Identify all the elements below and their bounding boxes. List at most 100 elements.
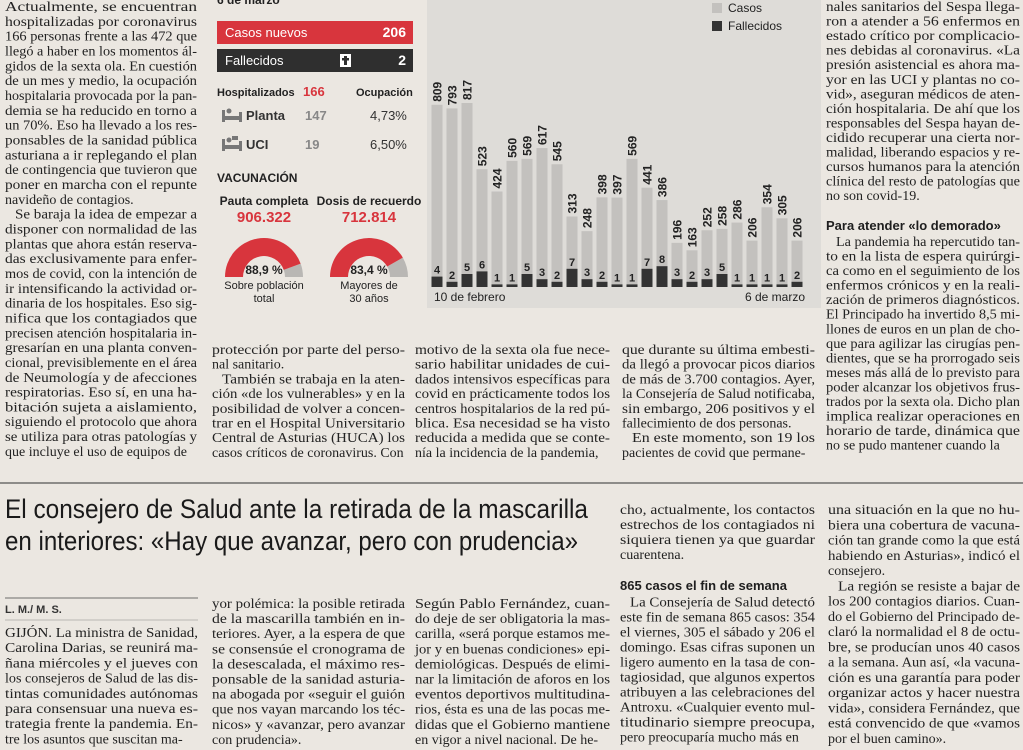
death-label: 4 [434,265,441,277]
case-label: 817 [461,80,475,100]
death-bar [611,284,623,287]
case-label: 441 [641,164,655,184]
case-label: 258 [716,206,730,226]
case-label: 617 [536,125,550,145]
death-label: 2 [449,270,455,282]
text-line: poner en marcha con el repunte [5,178,197,193]
text-line: yor polémica: la posible retirada [212,597,406,612]
text-line: organizar actos y hacer nuestra [828,686,1021,701]
gauge-label: 83,4 % [350,263,388,277]
text-line: no son covid-19. [826,189,920,204]
text-line: malidad, liberando espacios y re- [826,146,1020,161]
legend-swatch [712,21,722,31]
case-bar [521,158,533,287]
case-bar [746,240,758,287]
case-label: 313 [566,193,580,213]
text-line: domingo. Esas cifras suponen un [620,640,815,655]
text-line: hospitalizadas por coronavirus [5,15,197,30]
text-line: Se baraja la idea de empezar a [15,208,198,223]
death-bar [491,284,503,287]
text-line: reducida a medida que se conte- [415,431,610,446]
text-line: La pandemia ha repercutido tan- [836,235,1020,250]
text-line: la Consejería de Salud notificaba, [622,387,815,402]
deaths-box [217,49,413,72]
case-label: 196 [671,220,685,240]
text-line: ción «de los vulnerables» y en la [212,387,406,402]
death-bar [791,281,803,287]
case-bar [431,104,443,287]
text-line: La Consejería de Salud detectó [630,595,815,610]
text-line: fallecimiento de dos personas. [622,417,792,432]
text-line: con prudencia». [212,733,301,748]
text-line: de un mes y medio, la ocupación [5,74,197,89]
gauge-fill [330,237,403,277]
text-line: bitación sujeta a aislamiento, [5,400,197,415]
case-label: 569 [626,136,640,156]
gauge-label: 88,9 % [245,263,283,277]
text-line: nifica que los contagiados que [5,311,197,326]
text-line: GIJÓN. La ministra de Sanidad, [5,624,198,641]
case-label: 206 [791,217,805,237]
subheading: Para atender «lo demorado» [826,218,1001,233]
death-label: 7 [569,257,575,269]
case-bar [536,148,548,287]
death-label: 3 [674,267,680,279]
text-line: tre los asuntos que suscitan ma- [5,732,183,747]
text-line: cional, previsiblemente en el área [5,356,198,371]
text-line: ción hospitalaria. De ahí que los [826,102,1020,117]
text-line: meses más allá de lo previsto para [826,366,1021,381]
death-label: 1 [629,272,635,284]
text-line: presión asistencial es ahora ma- [826,58,1020,73]
text-line: cursos humanos para la atención [826,160,1020,175]
legend-label: Casos [728,1,762,15]
case-label: 163 [686,227,700,247]
gauge-note: Sobre población [224,280,304,292]
death-bar [446,281,458,287]
text-line: gresarían en una planta conven- [5,341,197,356]
ward-count: 147 [305,108,327,123]
cases-label: Casos nuevos [225,25,308,40]
case-label: 569 [521,136,535,156]
case-label: 793 [446,85,460,105]
text-line: ción es una garantía para poder [828,671,1020,686]
death-bar [776,284,788,287]
text-line: una situación en la que no hu- [828,503,1020,518]
hospital-total: 166 [303,84,325,99]
text-line: precisen atención hospitalaria in- [5,326,197,341]
case-bar [611,197,623,287]
text-line: nicos» y «avanzar, pero avanzar [212,718,405,733]
text-line: el viernes, 305 el sábado y 206 el [620,625,815,640]
case-bar [761,207,773,287]
text-line: llegó a haber en los momentos ál- [5,44,197,59]
death-label: 7 [644,257,650,269]
death-label: 1 [764,272,770,284]
text-line: nes debidas al coronavirus. «La [826,44,1021,59]
occupancy-label: Ocupación [356,87,413,99]
text-line: que durante su última embesti- [622,343,815,358]
text-line: trar en el Hospital Universitario [212,417,405,432]
text-line: dados intensivos específicas para [415,372,611,387]
death-bar [431,276,443,287]
text-line: claró la normalidad el 8 de octu- [828,625,1020,640]
death-label: 1 [779,272,785,284]
death-label: 1 [614,272,620,284]
death-bar [521,274,533,287]
death-label: 5 [719,262,725,274]
text-line: ñana miércoles y el jueves con [5,656,198,671]
text-line: navideño de contagios. [5,193,134,208]
text-line: to en la lista de espera quirúrgi- [826,250,1020,265]
text-line: casos críticos de coronavirus. Con [212,446,404,461]
byline: L. M./ M. S. [5,604,62,616]
text-line: se consensúe el cronograma de [212,642,405,657]
text-line: horario de tarde, dinámica que [826,424,1020,439]
text-line: siquiera tienen ya que guardar [620,533,815,548]
vaccine-count: 712.814 [342,209,397,226]
legend-swatch [712,3,722,13]
case-label: 354 [761,184,775,204]
bed-icon [222,108,242,122]
death-bar [626,284,638,287]
bed-icon [222,136,242,151]
death-label: 6 [479,259,485,271]
hospital-label: Hospitalizados [217,87,295,99]
